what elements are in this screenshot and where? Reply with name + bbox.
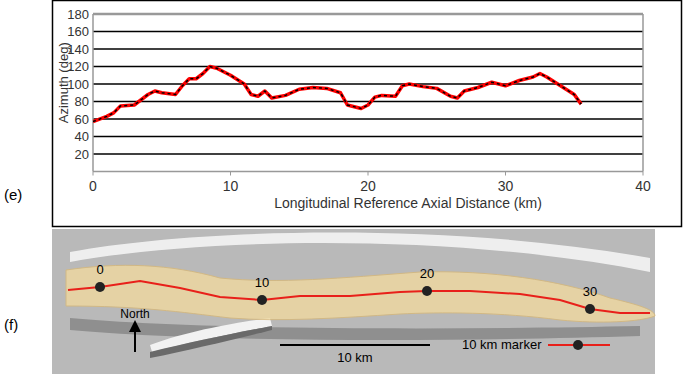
x-tick — [230, 172, 231, 176]
x-tick-label: 20 — [360, 178, 376, 194]
y-tick-label: 80 — [75, 94, 89, 109]
grid-line — [93, 48, 643, 50]
legend-label: 10 km marker — [462, 337, 542, 352]
map-ridge-small — [150, 318, 272, 352]
channel-band — [66, 265, 655, 322]
y-tick-label: 60 — [75, 112, 89, 127]
grid-line — [93, 153, 643, 155]
grid-line — [93, 118, 643, 120]
marker-label: 10 — [255, 275, 269, 290]
marker-label: 30 — [583, 284, 597, 299]
x-axis-title: Longitudinal Reference Axial Distance (k… — [274, 195, 542, 211]
x-tick-label: 30 — [498, 178, 514, 194]
x-tick-label: 10 — [223, 178, 239, 194]
legend-marker — [573, 340, 583, 350]
km-marker — [257, 295, 267, 305]
y-axis-line — [92, 14, 94, 172]
y-tick-label: 180 — [67, 7, 89, 22]
y-tick-label: 160 — [67, 24, 89, 39]
x-tick — [368, 172, 369, 176]
panel-label: (e) — [4, 186, 22, 203]
plot-frame-right — [642, 14, 644, 172]
y-tick-label: 20 — [75, 147, 89, 162]
x-tick-label: 0 — [89, 178, 97, 194]
grid-line — [93, 101, 643, 103]
axial-line — [68, 281, 650, 313]
y-axis-title: Azimuth (deg) — [56, 42, 71, 123]
north-arrow — [134, 330, 136, 352]
km-marker — [95, 282, 105, 292]
x-tick-label: 40 — [635, 178, 651, 194]
marker-label: 0 — [96, 262, 103, 277]
map-ridge — [70, 233, 650, 273]
km-marker — [422, 286, 432, 296]
scale-bar — [280, 344, 430, 346]
marker-label: 20 — [420, 266, 434, 281]
grid-line — [93, 13, 643, 16]
data-line — [93, 67, 581, 122]
panel-frame — [53, 1, 682, 227]
map-shadow-small — [150, 326, 272, 358]
data-line-dashes — [93, 67, 581, 122]
panel-label: (f) — [4, 316, 18, 333]
x-tick — [93, 172, 94, 176]
figure: 20406080100120140160180010203040Longitud… — [0, 0, 683, 374]
y-tick-label: 40 — [75, 129, 89, 144]
km-marker — [585, 304, 595, 314]
x-tick — [643, 172, 644, 176]
x-tick — [505, 172, 506, 176]
grid-line — [93, 31, 643, 33]
map-image — [52, 229, 655, 374]
map-shadow — [70, 318, 640, 340]
north-arrow-head — [129, 320, 141, 332]
grid-line — [93, 66, 643, 68]
scale-bar-label: 10 km — [337, 350, 372, 365]
map-ground — [52, 229, 655, 374]
north-label: North — [120, 307, 149, 321]
plot-area — [93, 67, 581, 122]
grid-line — [93, 136, 643, 138]
